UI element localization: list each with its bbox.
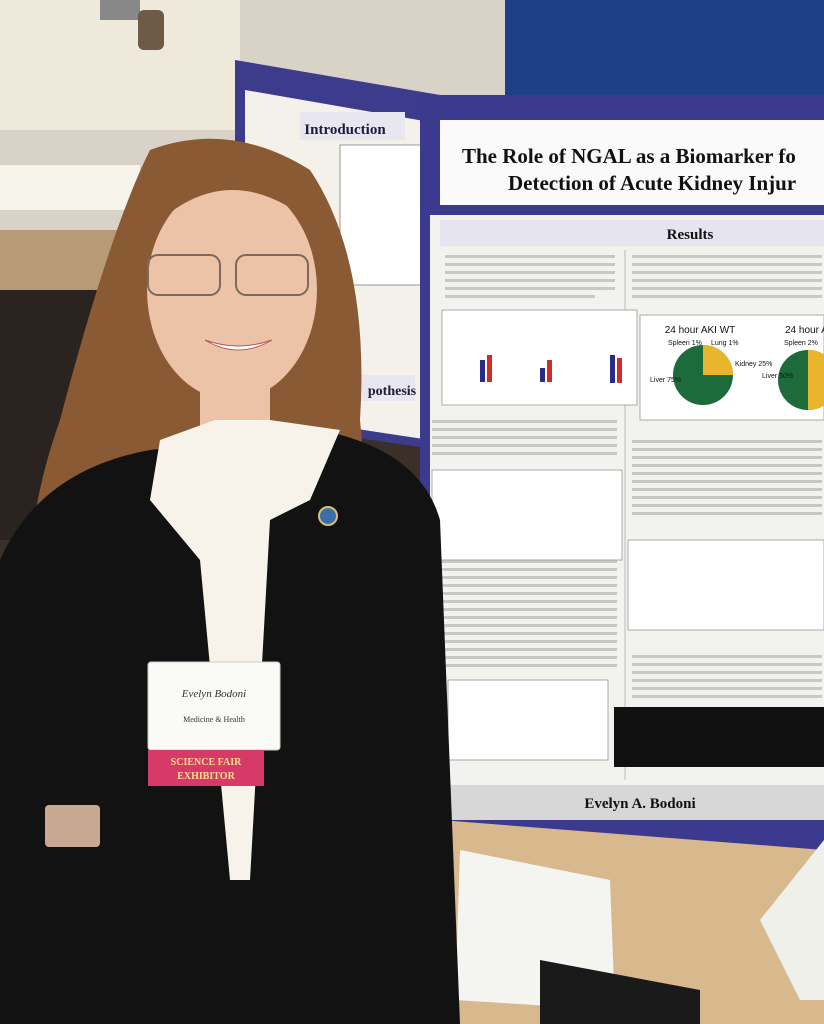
pie-title: 24 hour AKI	[785, 325, 824, 336]
pin	[318, 506, 338, 526]
stand	[540, 960, 700, 1024]
pie-label: Liver 75%	[650, 377, 681, 384]
pie-slice	[703, 345, 733, 375]
pie-label: Lung 1%	[711, 340, 739, 347]
section-heading: Introduction	[304, 122, 386, 138]
pie-slice	[808, 350, 824, 410]
title-box	[440, 120, 824, 205]
spotlight	[138, 10, 164, 50]
pie-label: Liver 50%	[762, 373, 793, 380]
pie-label: Spleen 1%	[668, 340, 702, 347]
badge-category: Medicine & Health	[183, 715, 245, 724]
figure	[339, 144, 426, 286]
shirt	[150, 420, 340, 880]
glasses	[147, 254, 221, 296]
author-strip	[450, 785, 824, 820]
badge-name: Evelyn Bodoni	[181, 688, 246, 700]
section-heading: Results	[667, 227, 714, 243]
pocket-card	[45, 805, 100, 847]
ribbon-text: SCIENCE FAIR	[171, 757, 242, 768]
ceiling-light	[0, 0, 240, 130]
figure	[431, 469, 623, 561]
ribbon-text: EXHIBITOR	[177, 771, 235, 782]
figure	[627, 539, 824, 631]
figure-bars	[487, 355, 622, 383]
poster-author: Evelyn A. Bodoni	[584, 796, 695, 812]
badge-ribbon	[148, 750, 264, 786]
figure	[441, 309, 638, 406]
papers	[760, 840, 824, 1000]
display-board	[505, 0, 824, 105]
face	[147, 180, 317, 400]
text-lines	[432, 255, 822, 698]
poster-title: The Role of NGAL as a Biomarker fo	[462, 144, 796, 168]
section-header	[300, 112, 405, 140]
glasses	[235, 254, 309, 296]
hair	[150, 175, 320, 230]
section-heading: pothesis	[368, 384, 417, 399]
microscopy-images	[614, 707, 824, 767]
pie-title: 24 hour AKI WT	[665, 325, 736, 336]
badge	[147, 661, 281, 751]
section-header	[440, 220, 824, 246]
poster-title: Detection of Acute Kidney Injur	[508, 171, 796, 195]
figure	[447, 679, 609, 761]
spotlight	[100, 0, 140, 20]
smile	[204, 339, 273, 351]
figure-bars	[480, 355, 615, 383]
pie-label: Spleen 2%	[784, 340, 818, 347]
pie-label: Kidney 25%	[735, 361, 772, 368]
window	[0, 165, 140, 210]
